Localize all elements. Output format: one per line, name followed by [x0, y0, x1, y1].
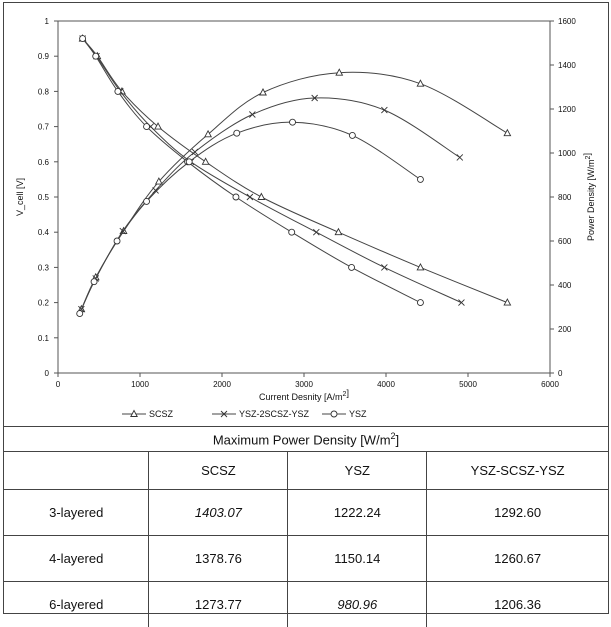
table-row: 6-layered 1273.77 980.96 1206.36 — [4, 582, 608, 627]
table-header-cell: YSZ — [288, 452, 427, 490]
data-point-ysz-right — [234, 130, 240, 136]
data-point-ysz-right — [114, 238, 120, 244]
series-line-scsz-right — [81, 72, 507, 309]
data-point-ysz-2scsz-ysz-left — [381, 264, 387, 270]
data-point-ysz-right — [144, 198, 150, 204]
data-point-ysz-right — [77, 311, 83, 317]
y-left-tick-label: 0.3 — [38, 263, 50, 272]
y-left-tick-label: 0.4 — [38, 228, 50, 237]
y-right-axis-label: Power Density [W/m2] — [582, 153, 596, 241]
y-right-tick-label: 1600 — [558, 17, 576, 26]
y-right-tick-label: 1200 — [558, 105, 576, 114]
table-header-cell — [4, 452, 149, 490]
table-title: Maximum Power Density [W/m2] — [4, 427, 608, 452]
max-power-density-table: Maximum Power Density [W/m2] SCSZ YSZ YS… — [4, 426, 608, 627]
y-right-tick-label: 800 — [558, 193, 572, 202]
table-header-cell: SCSZ — [149, 452, 288, 490]
series-line-ysz-right — [80, 122, 421, 313]
y-left-tick-label: 0.6 — [38, 158, 50, 167]
x-tick-label: 4000 — [377, 380, 395, 389]
y-left-tick-label: 0.1 — [38, 334, 50, 343]
y-left-tick-label: 0.9 — [38, 52, 50, 61]
data-point-ysz-2scsz-ysz-right — [457, 154, 463, 160]
data-point-ysz-right — [91, 279, 97, 285]
y-left-tick-label: 0.2 — [38, 299, 50, 308]
data-point-ysz-left — [417, 300, 423, 306]
y-right-tick-label: 0 — [558, 369, 563, 378]
row-label: 3-layered — [4, 490, 149, 536]
x-tick-label: 1000 — [131, 380, 149, 389]
table-cell: 1260.67 — [427, 536, 608, 582]
x-tick-label: 2000 — [213, 380, 231, 389]
table-header-row: SCSZ YSZ YSZ-SCSZ-YSZ — [4, 452, 608, 490]
y-right-tick-label: 1000 — [558, 149, 576, 158]
table-cell: 1222.24 — [288, 490, 427, 536]
y-right-tick-label: 600 — [558, 237, 572, 246]
table-cell: 1206.36 — [427, 582, 608, 627]
plot-area-frame — [58, 21, 550, 373]
table-cell: 1378.76 — [149, 536, 288, 582]
data-point-ysz-left — [349, 264, 355, 270]
legend-label-ysz-2scsz-ysz: YSZ-2SCSZ-YSZ — [239, 409, 310, 419]
x-tick-label: 3000 — [295, 380, 313, 389]
data-point-ysz-right — [417, 176, 423, 182]
data-point-scsz-left — [258, 194, 264, 200]
data-point-scsz-right — [504, 130, 510, 136]
data-point-ysz-2scsz-ysz-right — [249, 112, 255, 118]
legend-label-ysz: YSZ — [349, 409, 367, 419]
x-tick-label: 6000 — [541, 380, 559, 389]
table-row: 4-layered 1378.76 1150.14 1260.67 — [4, 536, 608, 582]
data-point-ysz-2scsz-ysz-right — [381, 107, 387, 113]
data-point-ysz-left — [115, 88, 121, 94]
data-point-ysz-left — [93, 53, 99, 59]
y-left-tick-label: 0.7 — [38, 123, 50, 132]
data-point-ysz-2scsz-ysz-left — [458, 300, 464, 306]
data-point-ysz-2scsz-ysz-left — [247, 194, 253, 200]
series-line-scsz-left — [83, 39, 508, 303]
x-tick-label: 0 — [56, 380, 61, 389]
table-cell: 1150.14 — [288, 536, 427, 582]
data-point-ysz-left — [144, 124, 150, 130]
table-row: 3-layered 1403.07 1222.24 1292.60 — [4, 490, 608, 536]
y-left-axis-label: V_cell [V] — [15, 178, 25, 216]
data-point-ysz-right — [186, 159, 192, 165]
data-point-ysz-right — [349, 132, 355, 138]
data-point-scsz-left — [155, 123, 161, 129]
series-line-ysz-2scsz-ysz-right — [81, 98, 459, 309]
table-cell: 1292.60 — [427, 490, 608, 536]
y-left-tick-label: 0.5 — [38, 193, 50, 202]
y-left-tick-label: 1 — [45, 17, 50, 26]
series-line-ysz-left — [83, 39, 421, 303]
data-point-ysz-2scsz-ysz-left — [313, 229, 319, 235]
y-right-tick-label: 400 — [558, 281, 572, 290]
row-label: 4-layered — [4, 536, 149, 582]
data-point-ysz-right — [290, 119, 296, 125]
x-axis-label: Current Desnity [A/m2] — [259, 388, 349, 402]
table-cell: 1273.77 — [149, 582, 288, 627]
legend-marker-ysz — [331, 411, 337, 417]
series-line-ysz-2scsz-ysz-left — [83, 39, 462, 303]
data-point-ysz-left — [80, 36, 86, 42]
table-title-row: Maximum Power Density [W/m2] — [4, 427, 608, 452]
table-header-cell: YSZ-SCSZ-YSZ — [427, 452, 608, 490]
x-tick-label: 5000 — [459, 380, 477, 389]
y-left-tick-label: 0.8 — [38, 87, 50, 96]
data-point-scsz-left — [202, 158, 208, 164]
row-label: 6-layered — [4, 582, 149, 627]
table-cell: 1403.07 — [149, 490, 288, 536]
y-right-tick-label: 1400 — [558, 61, 576, 70]
y-left-tick-label: 0 — [45, 369, 50, 378]
legend-label-scsz: SCSZ — [149, 409, 174, 419]
data-point-scsz-right — [205, 131, 211, 137]
table-cell: 980.96 — [288, 582, 427, 627]
data-point-ysz-left — [233, 194, 239, 200]
data-point-ysz-left — [289, 229, 295, 235]
y-right-tick-label: 200 — [558, 325, 572, 334]
